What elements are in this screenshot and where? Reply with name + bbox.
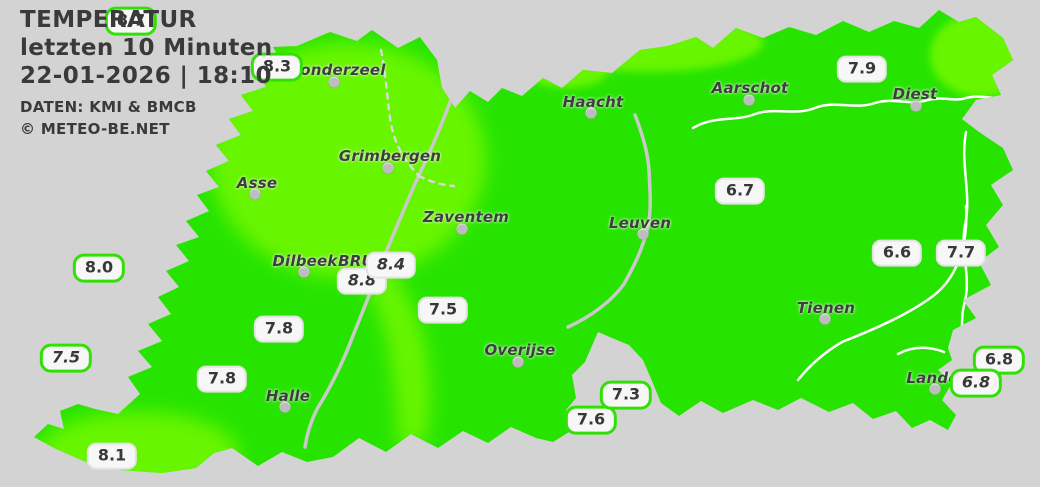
temperature-badge: 7.6 bbox=[564, 405, 618, 435]
page-title: TEMPERATUR bbox=[20, 7, 197, 33]
temperature-badge: 6.8 bbox=[949, 368, 1003, 398]
temperature-badge: 7.9 bbox=[836, 55, 888, 83]
city-dot bbox=[382, 162, 394, 174]
city-label: Diest bbox=[892, 85, 938, 103]
city-dot bbox=[743, 94, 755, 106]
copyright-label: © METEO-BE.NET bbox=[20, 119, 170, 138]
warm-zone-north-band bbox=[533, 12, 763, 72]
warm-zone-north-band-west bbox=[525, 52, 609, 88]
temperature-badge: 7.3 bbox=[599, 380, 653, 410]
datetime-label: 22-01-2026 | 18:10 bbox=[20, 63, 272, 90]
city-label: Overijse bbox=[484, 341, 556, 359]
temperature-badge: 7.8 bbox=[253, 315, 305, 343]
temperature-badge: 7.5 bbox=[417, 296, 469, 324]
city-label: Grimbergen bbox=[338, 147, 442, 165]
city-dot bbox=[298, 266, 310, 278]
city-label: BRU bbox=[338, 252, 374, 270]
city-label: Haacht bbox=[562, 93, 624, 111]
temperature-badge: 7.8 bbox=[196, 365, 248, 393]
city-label: Aarschot bbox=[711, 79, 789, 97]
temperature-badge: 7.5 bbox=[39, 343, 93, 373]
city-label: Tienen bbox=[796, 299, 856, 317]
city-dot bbox=[512, 356, 524, 368]
city-label: Halle bbox=[265, 387, 311, 405]
city-dot bbox=[249, 188, 261, 200]
warm-zone-northwest bbox=[210, 42, 486, 278]
brussels-border-dashed-line bbox=[379, 48, 421, 178]
data-source-label: DATEN: KMI & BMCB bbox=[20, 98, 197, 117]
temperature-badge: 8.4 bbox=[365, 251, 417, 279]
warm-zone-brussels-tail bbox=[330, 240, 431, 446]
city-label: Zaventem bbox=[422, 208, 510, 226]
city-dot bbox=[910, 100, 922, 112]
city-dot bbox=[279, 401, 291, 413]
temperature-badge: 8.3 bbox=[250, 52, 304, 82]
city-label: Londerzeel bbox=[290, 61, 386, 79]
temperature-badge: 6.6 bbox=[871, 239, 923, 267]
city-dot bbox=[819, 313, 831, 325]
city-dot bbox=[929, 383, 941, 395]
page-subtitle: letzten 10 Minuten bbox=[20, 35, 273, 62]
temperature-badge: 7.7 bbox=[935, 239, 987, 267]
river-branch-southwest-line bbox=[796, 340, 844, 382]
river-demer-line bbox=[691, 95, 1008, 130]
city-label: Leuven bbox=[608, 214, 672, 232]
map-header: TEMPERATUR letzten 10 Minuten 22-01-2026… bbox=[20, 6, 273, 141]
temperature-badge: 6.7 bbox=[714, 177, 766, 205]
temperature-badge: 8.7 bbox=[104, 6, 158, 36]
temperature-badge: 8.1 bbox=[86, 442, 138, 470]
river-branch-landen-line bbox=[896, 346, 946, 356]
brussels-border-dashed-line-2 bbox=[417, 174, 456, 188]
city-label: Asse bbox=[236, 174, 278, 192]
city-dot bbox=[328, 76, 340, 88]
river-branch-tienen-line bbox=[840, 204, 968, 344]
city-dot bbox=[637, 228, 649, 240]
warm-zone-northeast bbox=[930, 13, 1013, 97]
city-label: Dilbeek bbox=[272, 252, 338, 270]
temperature-badge: 8.0 bbox=[72, 253, 126, 283]
city-dot bbox=[456, 223, 468, 235]
city-dot bbox=[585, 107, 597, 119]
